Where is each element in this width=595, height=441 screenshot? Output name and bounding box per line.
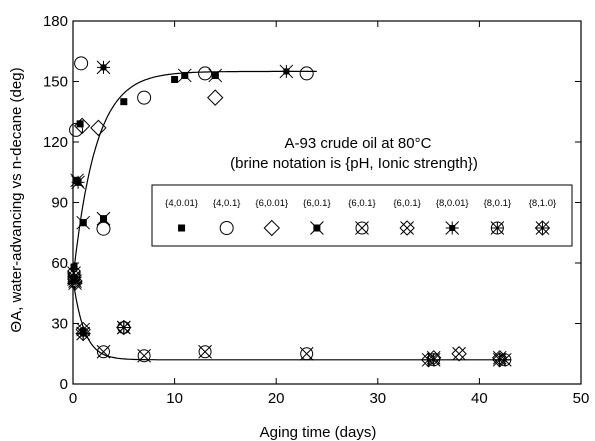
data-point bbox=[69, 122, 84, 137]
legend-label: {4,0.01} bbox=[165, 198, 198, 209]
legend-label: {6,0.1} bbox=[393, 198, 420, 209]
data-point bbox=[74, 56, 89, 71]
plot-area bbox=[67, 56, 512, 368]
data-point bbox=[279, 64, 294, 79]
data-point bbox=[73, 117, 91, 135]
y-tick-label: 120 bbox=[43, 134, 68, 151]
fit-curve-decaying bbox=[73, 285, 512, 361]
x-tick-label: 40 bbox=[471, 390, 488, 407]
legend-label: {6,0.01} bbox=[255, 198, 288, 209]
x-tick-label: 10 bbox=[166, 390, 183, 407]
data-point bbox=[299, 66, 314, 81]
x-tick-label: 30 bbox=[369, 390, 386, 407]
data-point bbox=[198, 344, 212, 359]
x-tick-label: 50 bbox=[573, 390, 590, 407]
legend-marker bbox=[178, 224, 186, 232]
legend-label: {4,0.1} bbox=[213, 198, 240, 209]
data-point bbox=[120, 98, 128, 106]
legend-marker bbox=[219, 221, 234, 235]
legend-marker bbox=[490, 221, 505, 235]
legend-marker bbox=[445, 221, 460, 235]
data-point bbox=[96, 344, 111, 359]
y-tick-label: 90 bbox=[51, 195, 68, 212]
legend-marker bbox=[399, 220, 415, 236]
data-point bbox=[116, 319, 132, 336]
legend-marker bbox=[310, 221, 324, 235]
y-axis-title: ΘA, water-advancing vs n-decane (deg) bbox=[8, 67, 25, 332]
fit-curve-rising bbox=[73, 70, 317, 271]
data-point bbox=[96, 211, 111, 226]
data-point bbox=[299, 346, 314, 361]
legend-label: {8,0.01} bbox=[436, 198, 469, 209]
data-point bbox=[71, 175, 85, 190]
y-tick-label: 60 bbox=[51, 255, 68, 272]
x-tick-label: 0 bbox=[69, 390, 77, 407]
axes: 10 20 30 40 50 00 30 60 90 120 150 180 bbox=[43, 13, 589, 407]
data-point bbox=[96, 221, 111, 236]
data-point bbox=[75, 325, 91, 342]
data-point bbox=[492, 352, 508, 368]
legend-label: {8,0.1} bbox=[484, 198, 511, 209]
data-point bbox=[90, 119, 107, 137]
data-point bbox=[420, 352, 437, 368]
legend: {4,0.01} {4,0.1} {6,0.01} {6,0.1} {6,0.1} {6,… bbox=[151, 184, 573, 247]
legend-marker bbox=[263, 219, 280, 237]
data-point bbox=[137, 348, 151, 363]
data-point bbox=[76, 120, 84, 128]
data-point bbox=[67, 275, 83, 291]
data-point bbox=[96, 60, 111, 75]
annotation-line-1: A-93 crude oil at 80°C bbox=[285, 135, 432, 152]
x-axis-title: Aging time (days) bbox=[260, 424, 377, 441]
data-point bbox=[177, 68, 192, 83]
y-tick-label: 150 bbox=[43, 74, 68, 91]
legend-label: {6,0.1} bbox=[348, 198, 375, 209]
data-point bbox=[76, 215, 91, 230]
y-tick-label: 30 bbox=[51, 316, 68, 333]
data-point bbox=[137, 90, 152, 105]
data-point bbox=[451, 346, 467, 362]
data-point bbox=[208, 68, 223, 83]
legend-label: {8,1.0} bbox=[529, 198, 556, 209]
legend-box bbox=[151, 184, 573, 247]
legend-marker bbox=[355, 221, 369, 235]
y-tick-label: 0 bbox=[60, 376, 68, 393]
annotation-line-2: (brine notation is {pH, Ionic strength}) bbox=[230, 155, 478, 172]
y-tick-label: 180 bbox=[43, 13, 68, 30]
data-point bbox=[171, 75, 179, 83]
legend-label: {6,0.1} bbox=[303, 198, 330, 209]
data-point bbox=[198, 66, 213, 81]
x-tick-label: 20 bbox=[268, 390, 285, 407]
legend-marker bbox=[534, 220, 551, 236]
data-point bbox=[207, 89, 224, 106]
